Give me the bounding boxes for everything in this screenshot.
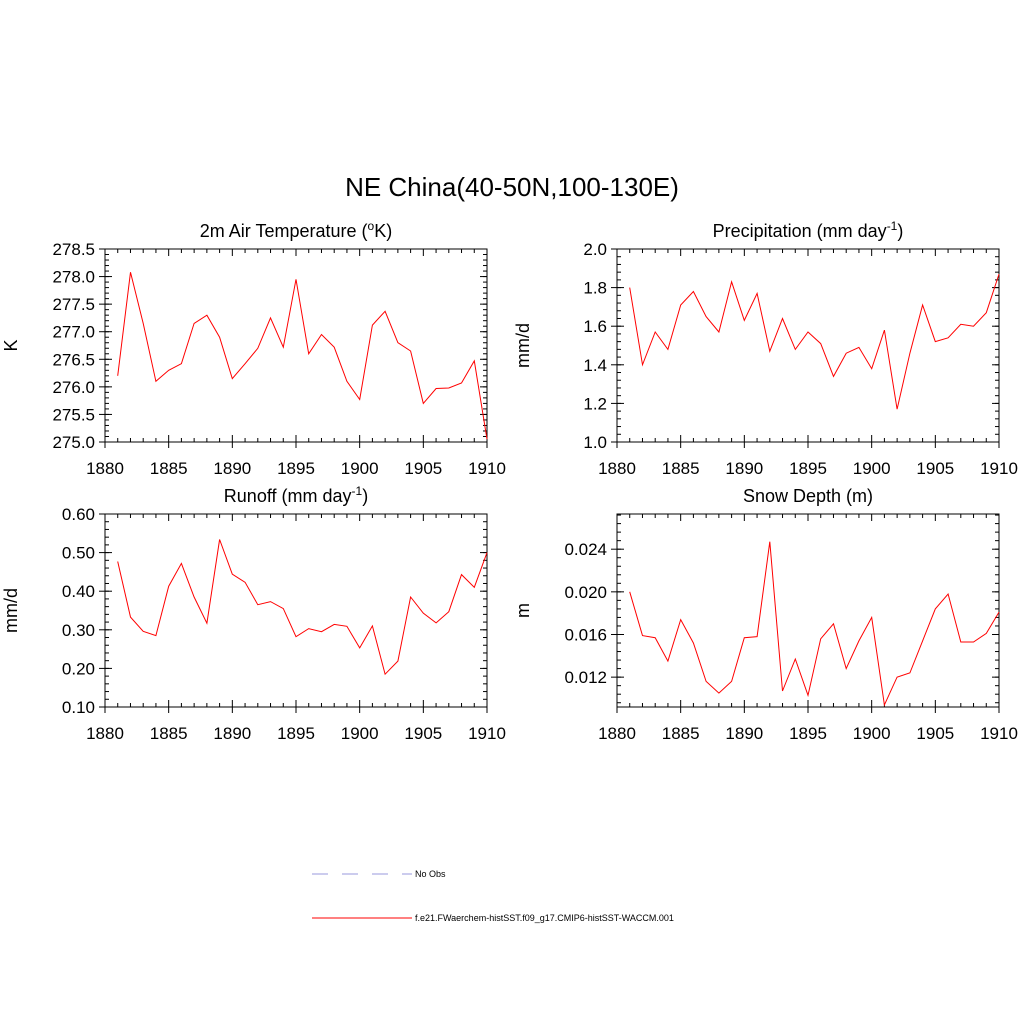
runoff-y-tick-label: 0.30 xyxy=(62,621,95,640)
precipitation-plot-frame xyxy=(616,248,1000,443)
panel-runoff: Runoff (mm day-1) mm/d 1880 1885 1890 1895 190… xyxy=(1,484,506,743)
air-temperature-y-tick-label: 275.0 xyxy=(52,433,95,452)
precipitation-x-tick-label: 1890 xyxy=(725,459,763,478)
runoff-y-tick-label: 0.60 xyxy=(62,505,95,524)
runoff-y-tick-label: 0.40 xyxy=(62,582,95,601)
snow-depth-x-tick-label: 1885 xyxy=(662,724,700,743)
precipitation-x-tick-label: 1895 xyxy=(789,459,827,478)
runoff-y-axis-label: mm/d xyxy=(1,588,21,633)
air-temperature-x-tick-label: 1890 xyxy=(213,459,251,478)
snow-depth-y-tick-label: 0.012 xyxy=(564,668,607,687)
snow-depth-x-tick-label: 1895 xyxy=(789,724,827,743)
snow-depth-y-tick-label: 0.016 xyxy=(564,625,607,644)
snow-depth-x-tick-label: 1910 xyxy=(980,724,1018,743)
panel-snow-depth: Snow Depth (m) m 1880 1885 1890 1895 1900 1905 1… xyxy=(513,486,1018,743)
air-temperature-y-tick-label: 277.5 xyxy=(52,295,95,314)
runoff-y-tick-label: 0.10 xyxy=(62,698,95,717)
snow-depth-x-tick-label: 1890 xyxy=(725,724,763,743)
air-temperature-y-tick-label: 277.0 xyxy=(52,323,95,342)
precipitation-title: Precipitation (mm day-1) xyxy=(713,219,904,241)
precipitation-y-axis-label: mm/d xyxy=(513,323,533,368)
air-temperature-x-tick-label: 1900 xyxy=(341,459,379,478)
precipitation-x-tick-label: 1910 xyxy=(980,459,1018,478)
snow-depth-x-tick-label: 1880 xyxy=(598,724,636,743)
precipitation-y-tick-label: 1.2 xyxy=(583,394,607,413)
air-temperature-x-tick-label: 1880 xyxy=(86,459,124,478)
precipitation-x-tick-label: 1885 xyxy=(662,459,700,478)
runoff-x-tick-label: 1880 xyxy=(86,724,124,743)
precipitation-series-line xyxy=(629,273,1000,410)
precipitation-x-tick-label: 1905 xyxy=(916,459,954,478)
runoff-y-tick-label: 0.20 xyxy=(62,659,95,678)
air-temperature-x-tick-label: 1905 xyxy=(404,459,442,478)
legend-model-label: f.e21.FWaerchem-histSST.f09_g17.CMIP6-hi… xyxy=(415,913,674,923)
air-temperature-y-axis-label: K xyxy=(1,339,21,351)
precipitation-y-tick-label: 1.6 xyxy=(583,317,607,336)
air-temperature-y-tick-label: 278.5 xyxy=(52,240,95,259)
air-temperature-y-tick-label: 276.0 xyxy=(52,378,95,397)
air-temperature-y-tick-label: 276.5 xyxy=(52,350,95,369)
precipitation-y-tick-label: 2.0 xyxy=(583,240,607,259)
precipitation-y-tick-label: 1.8 xyxy=(583,279,607,298)
precipitation-y-tick-label: 1.0 xyxy=(583,433,607,452)
runoff-x-tick-label: 1890 xyxy=(213,724,251,743)
runoff-x-tick-label: 1905 xyxy=(404,724,442,743)
air-temperature-y-tick-label: 278.0 xyxy=(52,268,95,287)
precipitation-x-tick-label: 1880 xyxy=(598,459,636,478)
runoff-series-line xyxy=(117,539,488,676)
air-temperature-plot-frame xyxy=(104,248,488,443)
panel-precipitation: Precipitation (mm day-1) mm/d 1880 1885 1890… xyxy=(513,219,1018,478)
snow-depth-x-tick-label: 1905 xyxy=(916,724,954,743)
panel-air-temperature: 2m Air Temperature (oK) K 1880 1885 1890 1895… xyxy=(1,219,506,478)
air-temperature-title: 2m Air Temperature (oK) xyxy=(200,219,392,241)
air-temperature-x-tick-label: 1910 xyxy=(468,459,506,478)
runoff-title: Runoff (mm day-1) xyxy=(224,484,368,506)
air-temperature-x-tick-label: 1895 xyxy=(277,459,315,478)
snow-depth-title: Snow Depth (m) xyxy=(743,486,873,506)
snow-depth-x-tick-label: 1900 xyxy=(853,724,891,743)
runoff-x-tick-label: 1895 xyxy=(277,724,315,743)
runoff-y-tick-label: 0.50 xyxy=(62,544,95,563)
precipitation-y-tick-label: 1.4 xyxy=(583,356,607,375)
precipitation-x-tick-label: 1900 xyxy=(853,459,891,478)
snow-depth-plot-frame xyxy=(616,513,1000,708)
legend-no-obs-label: No Obs xyxy=(415,869,446,879)
runoff-x-tick-label: 1910 xyxy=(468,724,506,743)
air-temperature-series-line xyxy=(117,272,488,440)
runoff-x-tick-label: 1900 xyxy=(341,724,379,743)
air-temperature-y-tick-label: 275.5 xyxy=(52,405,95,424)
snow-depth-series-line xyxy=(629,541,1000,707)
snow-depth-y-tick-label: 0.020 xyxy=(564,583,607,602)
figure-title: NE China(40-50N,100-130E) xyxy=(345,172,679,202)
air-temperature-x-tick-label: 1885 xyxy=(150,459,188,478)
runoff-x-tick-label: 1885 xyxy=(150,724,188,743)
snow-depth-y-tick-label: 0.024 xyxy=(564,540,607,559)
legend: No Obs f.e21.FWaerchem-histSST.f09_g17.C… xyxy=(312,869,674,923)
snow-depth-y-axis-label: m xyxy=(513,603,533,618)
